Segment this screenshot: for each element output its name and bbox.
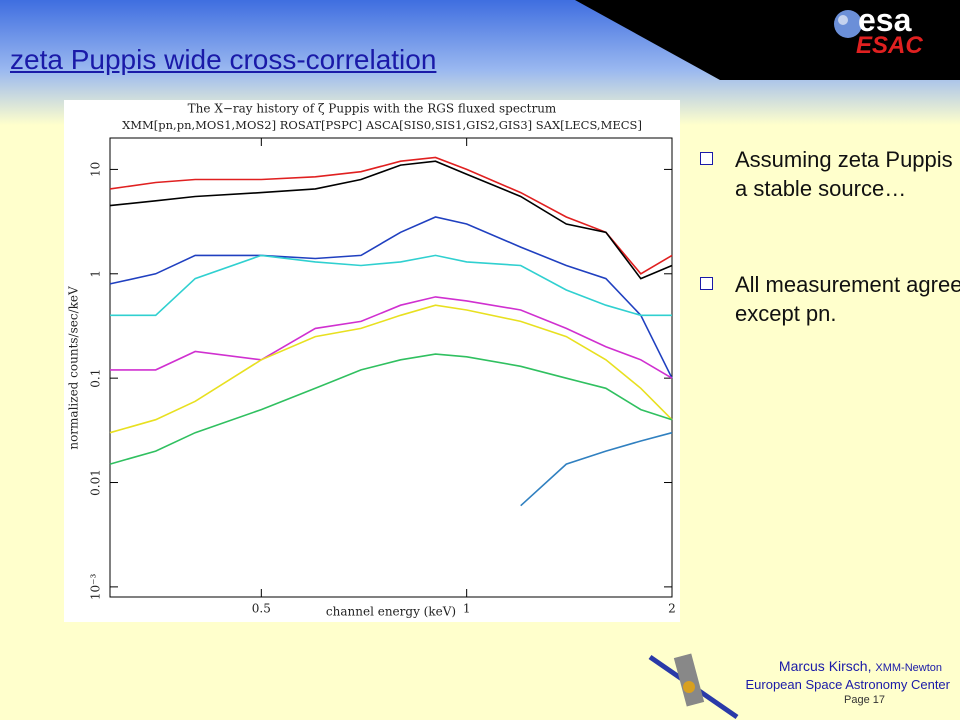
footer-mission: XMM-Newton [875, 662, 942, 674]
series-line [109, 160, 673, 280]
series-line [109, 304, 673, 434]
x-tick-label: 2 [668, 602, 676, 616]
series-line [109, 156, 673, 275]
x-axis-label: channel energy (keV) [326, 605, 456, 619]
series-line [110, 254, 672, 317]
y-tick-label: 0.1 [89, 369, 103, 388]
bullet: All measurement agree except pn. [700, 270, 960, 328]
chart: The X−ray history of ζ Puppis with the R… [64, 100, 680, 622]
chart-title: The X−ray history of ζ Puppis with the R… [188, 102, 557, 116]
logo-sub: ESAC [856, 32, 923, 59]
series-line [109, 353, 673, 465]
slide-title: zeta Puppis wide cross-correlation [10, 44, 437, 75]
footer-org: European Space Astronomy Center [745, 677, 950, 692]
series-line [520, 431, 673, 507]
bullet: Assuming zeta Puppis is a stable source… [700, 145, 960, 203]
y-tick-label: 10⁻³ [89, 573, 103, 600]
y-tick-label: 1 [89, 270, 103, 278]
y-tick-label: 10 [89, 162, 103, 177]
footer-author-line: Marcus Kirsch, XMM-Newton [779, 658, 942, 674]
chart-subtitle: XMM[pn,pn,MOS1,MOS2] ROSAT[PSPC] ASCA[SI… [122, 118, 642, 132]
series-line [110, 296, 673, 379]
footer-author: Marcus Kirsch, [778, 658, 872, 674]
x-tick-label: 1 [463, 602, 471, 616]
footer-page: Page 17 [844, 694, 885, 706]
x-tick-label: 0.5 [252, 602, 271, 616]
esa-globe [834, 10, 862, 38]
satellite-icon [648, 653, 739, 720]
series-line [109, 216, 673, 379]
logo-name: esa [858, 2, 912, 38]
header-shape [575, 0, 960, 80]
y-axis-label: normalized counts/sec/keV [67, 286, 81, 450]
plot-frame [109, 137, 673, 598]
y-tick-label: 0.01 [89, 469, 103, 496]
